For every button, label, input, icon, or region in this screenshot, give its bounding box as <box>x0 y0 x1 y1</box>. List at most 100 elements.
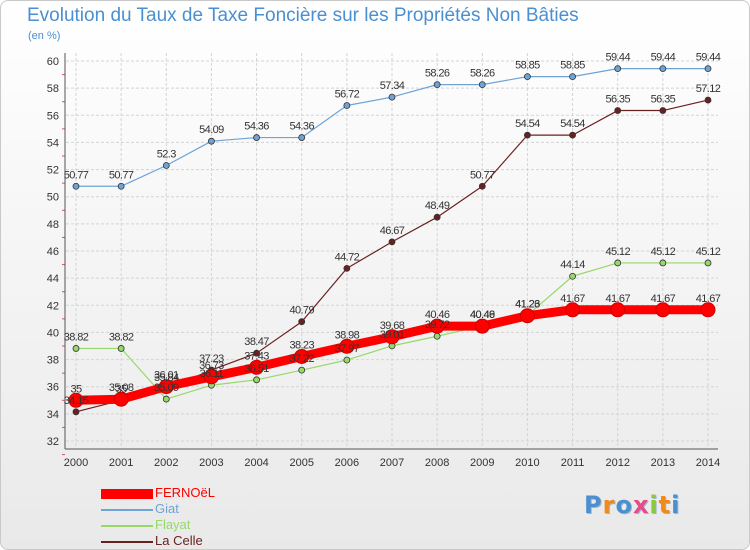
data-point <box>203 369 219 385</box>
data-point <box>474 318 490 334</box>
x-tick-label: 2011 <box>561 457 585 469</box>
data-label: 54.09 <box>199 124 224 136</box>
data-point <box>565 302 581 318</box>
data-label: 38.82 <box>64 331 89 343</box>
data-point <box>298 134 306 141</box>
data-label: 44.14 <box>560 259 585 271</box>
data-point <box>298 318 306 326</box>
unit-label: (en %) <box>28 30 61 42</box>
data-label: 41.67 <box>560 293 585 305</box>
data-label: 59.44 <box>605 52 630 64</box>
x-tick-label: 2002 <box>154 457 178 469</box>
data-point <box>659 65 667 72</box>
data-point <box>704 65 712 72</box>
data-point <box>253 134 260 141</box>
data-label: 57.34 <box>380 80 405 92</box>
legend-label: Flayat <box>155 517 191 532</box>
data-label: 45.12 <box>696 246 721 258</box>
data-point <box>478 182 486 190</box>
data-point <box>659 259 667 267</box>
data-label: 40.79 <box>289 305 314 317</box>
data-label: 58.26 <box>425 68 450 80</box>
data-point <box>433 213 441 221</box>
data-point <box>610 302 626 318</box>
y-tick-label: 48 <box>47 219 59 231</box>
y-tick-label: 46 <box>47 246 59 258</box>
data-point <box>614 107 622 114</box>
legend-label: La Celle <box>155 533 203 548</box>
data-label: 39.68 <box>380 320 405 332</box>
data-point <box>433 332 441 340</box>
data-label: 59.44 <box>696 52 721 64</box>
legend-item: FERNOëL <box>101 485 251 501</box>
x-tick-label: 2005 <box>289 457 313 469</box>
data-point <box>253 349 260 357</box>
data-label: 50.77 <box>64 169 89 181</box>
data-label: 54.54 <box>560 118 585 130</box>
data-point <box>384 329 400 345</box>
data-point <box>614 259 622 267</box>
data-label: 35.08 <box>109 382 134 394</box>
data-label: 54.54 <box>515 118 540 130</box>
data-point <box>569 131 576 139</box>
data-point <box>704 259 712 267</box>
proxiti-logo: Proxiti <box>584 491 680 519</box>
logo-letter: t <box>658 491 672 519</box>
y-tick-label: 58 <box>47 83 59 95</box>
data-point <box>72 345 80 352</box>
data-label: 35.84 <box>154 372 179 384</box>
data-point <box>249 359 265 375</box>
logo-letter: r <box>602 491 616 519</box>
x-tick-label: 2000 <box>64 457 88 469</box>
data-point <box>524 73 531 81</box>
logo-letter: P <box>584 491 603 519</box>
data-point <box>433 81 441 89</box>
data-point <box>298 366 306 374</box>
data-label: 39.01 <box>380 329 405 341</box>
data-label: 56.35 <box>605 94 630 106</box>
data-label: 45.12 <box>605 246 630 258</box>
data-label: 38.47 <box>244 336 269 348</box>
y-tick-label: 54 <box>47 137 59 149</box>
data-point <box>700 302 716 318</box>
data-label: 41.67 <box>696 293 721 305</box>
data-label: 39.72 <box>425 319 450 331</box>
data-point <box>614 65 622 72</box>
data-point <box>162 162 170 169</box>
data-label: 40.49 <box>470 309 495 321</box>
data-label: 35 <box>70 383 82 395</box>
y-tick-label: 56 <box>47 110 59 122</box>
data-label: 36.01 <box>154 370 179 382</box>
data-point <box>388 93 396 101</box>
x-tick-label: 2001 <box>109 457 133 469</box>
data-point <box>569 73 576 81</box>
data-label: 38.23 <box>289 339 314 351</box>
y-tick-label: 60 <box>47 56 59 68</box>
data-label: 54.36 <box>289 121 314 133</box>
data-point <box>429 318 445 334</box>
legend: FERNOëL Giat Flayat La Celle <box>101 485 251 549</box>
data-label: 41.26 <box>515 298 540 310</box>
x-tick-label: 2014 <box>696 457 720 469</box>
data-point <box>339 338 355 354</box>
x-tick-label: 2012 <box>605 457 629 469</box>
data-point <box>343 264 351 272</box>
x-tick-label: 2010 <box>515 457 539 469</box>
data-point <box>294 348 310 364</box>
data-label: 40.46 <box>470 309 495 321</box>
x-tick-label: 2013 <box>651 457 675 469</box>
y-tick-label: 36 <box>47 382 59 394</box>
y-tick-label: 44 <box>47 273 59 285</box>
data-label: 40.46 <box>425 309 450 321</box>
data-point <box>72 408 80 416</box>
logo-letter: x <box>632 491 650 519</box>
data-label: 38.98 <box>335 329 360 341</box>
data-label: 58.26 <box>470 68 495 80</box>
legend-swatch <box>101 541 153 543</box>
data-label: 41.23 <box>515 299 540 311</box>
x-tick-label: 2006 <box>335 457 359 469</box>
data-point <box>388 238 396 246</box>
data-point <box>117 345 125 352</box>
x-tick-label: 2007 <box>380 457 404 469</box>
